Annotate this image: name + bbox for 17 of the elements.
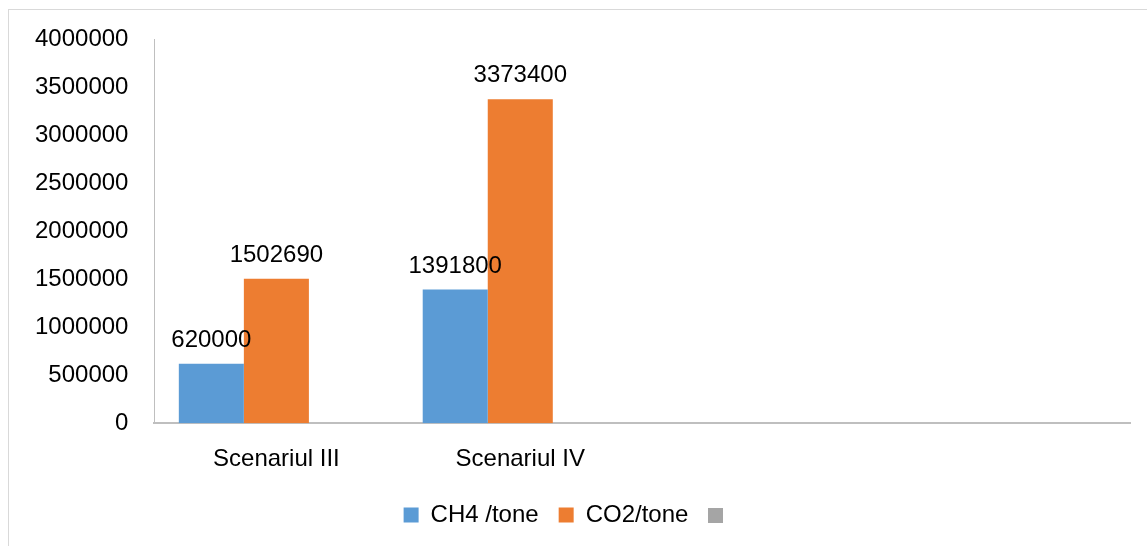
legend-label: CO2/tone xyxy=(585,499,689,527)
data-label: 3373400 xyxy=(473,60,567,88)
y-tick-label: 2500000 xyxy=(35,167,129,195)
legend-label: CH4 /tone xyxy=(430,499,539,527)
data-label: 1502690 xyxy=(229,239,324,267)
y-tick-label: 4000000 xyxy=(35,23,129,51)
x-tick-label: Scenariul IV xyxy=(455,444,585,472)
bar xyxy=(178,363,244,424)
y-tick-label: 3000000 xyxy=(35,119,129,147)
y-tick-label: 3500000 xyxy=(35,71,129,99)
y-tick-label: 2000000 xyxy=(35,215,129,243)
y-tick-label: 500000 xyxy=(48,359,129,387)
x-tick-label: Scenariul III xyxy=(213,444,340,472)
y-tick-label: 0 xyxy=(115,407,129,435)
bar xyxy=(422,289,488,424)
y-tick-label: 1000000 xyxy=(35,311,129,339)
y-tick-label: 1500000 xyxy=(35,263,129,291)
